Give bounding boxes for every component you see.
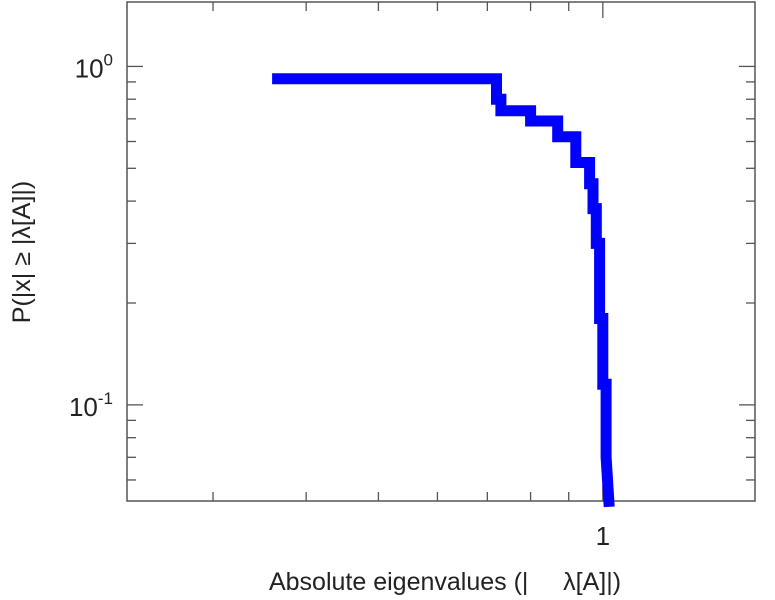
y-tick-label-exponent: -1 bbox=[98, 389, 113, 408]
series-line bbox=[272, 73, 615, 508]
y-tick-label: 100 bbox=[75, 50, 113, 83]
series-layer bbox=[272, 73, 615, 508]
y-tick-label-exponent: 0 bbox=[104, 50, 113, 69]
y-axis-label: P(|x| ≥ |λ[A]|) bbox=[8, 181, 36, 323]
plot-frame bbox=[126, 1, 756, 502]
axis-ticks bbox=[127, 2, 755, 501]
y-tick-label: 10-1 bbox=[69, 389, 113, 422]
y-tick-label-base: 10 bbox=[75, 53, 104, 83]
x-tick-label: 1 bbox=[596, 521, 610, 551]
y-tick-label-base: 10 bbox=[69, 392, 98, 422]
x-axis-label: Absolute eigenvalues (| λ[A]|) bbox=[269, 568, 621, 596]
